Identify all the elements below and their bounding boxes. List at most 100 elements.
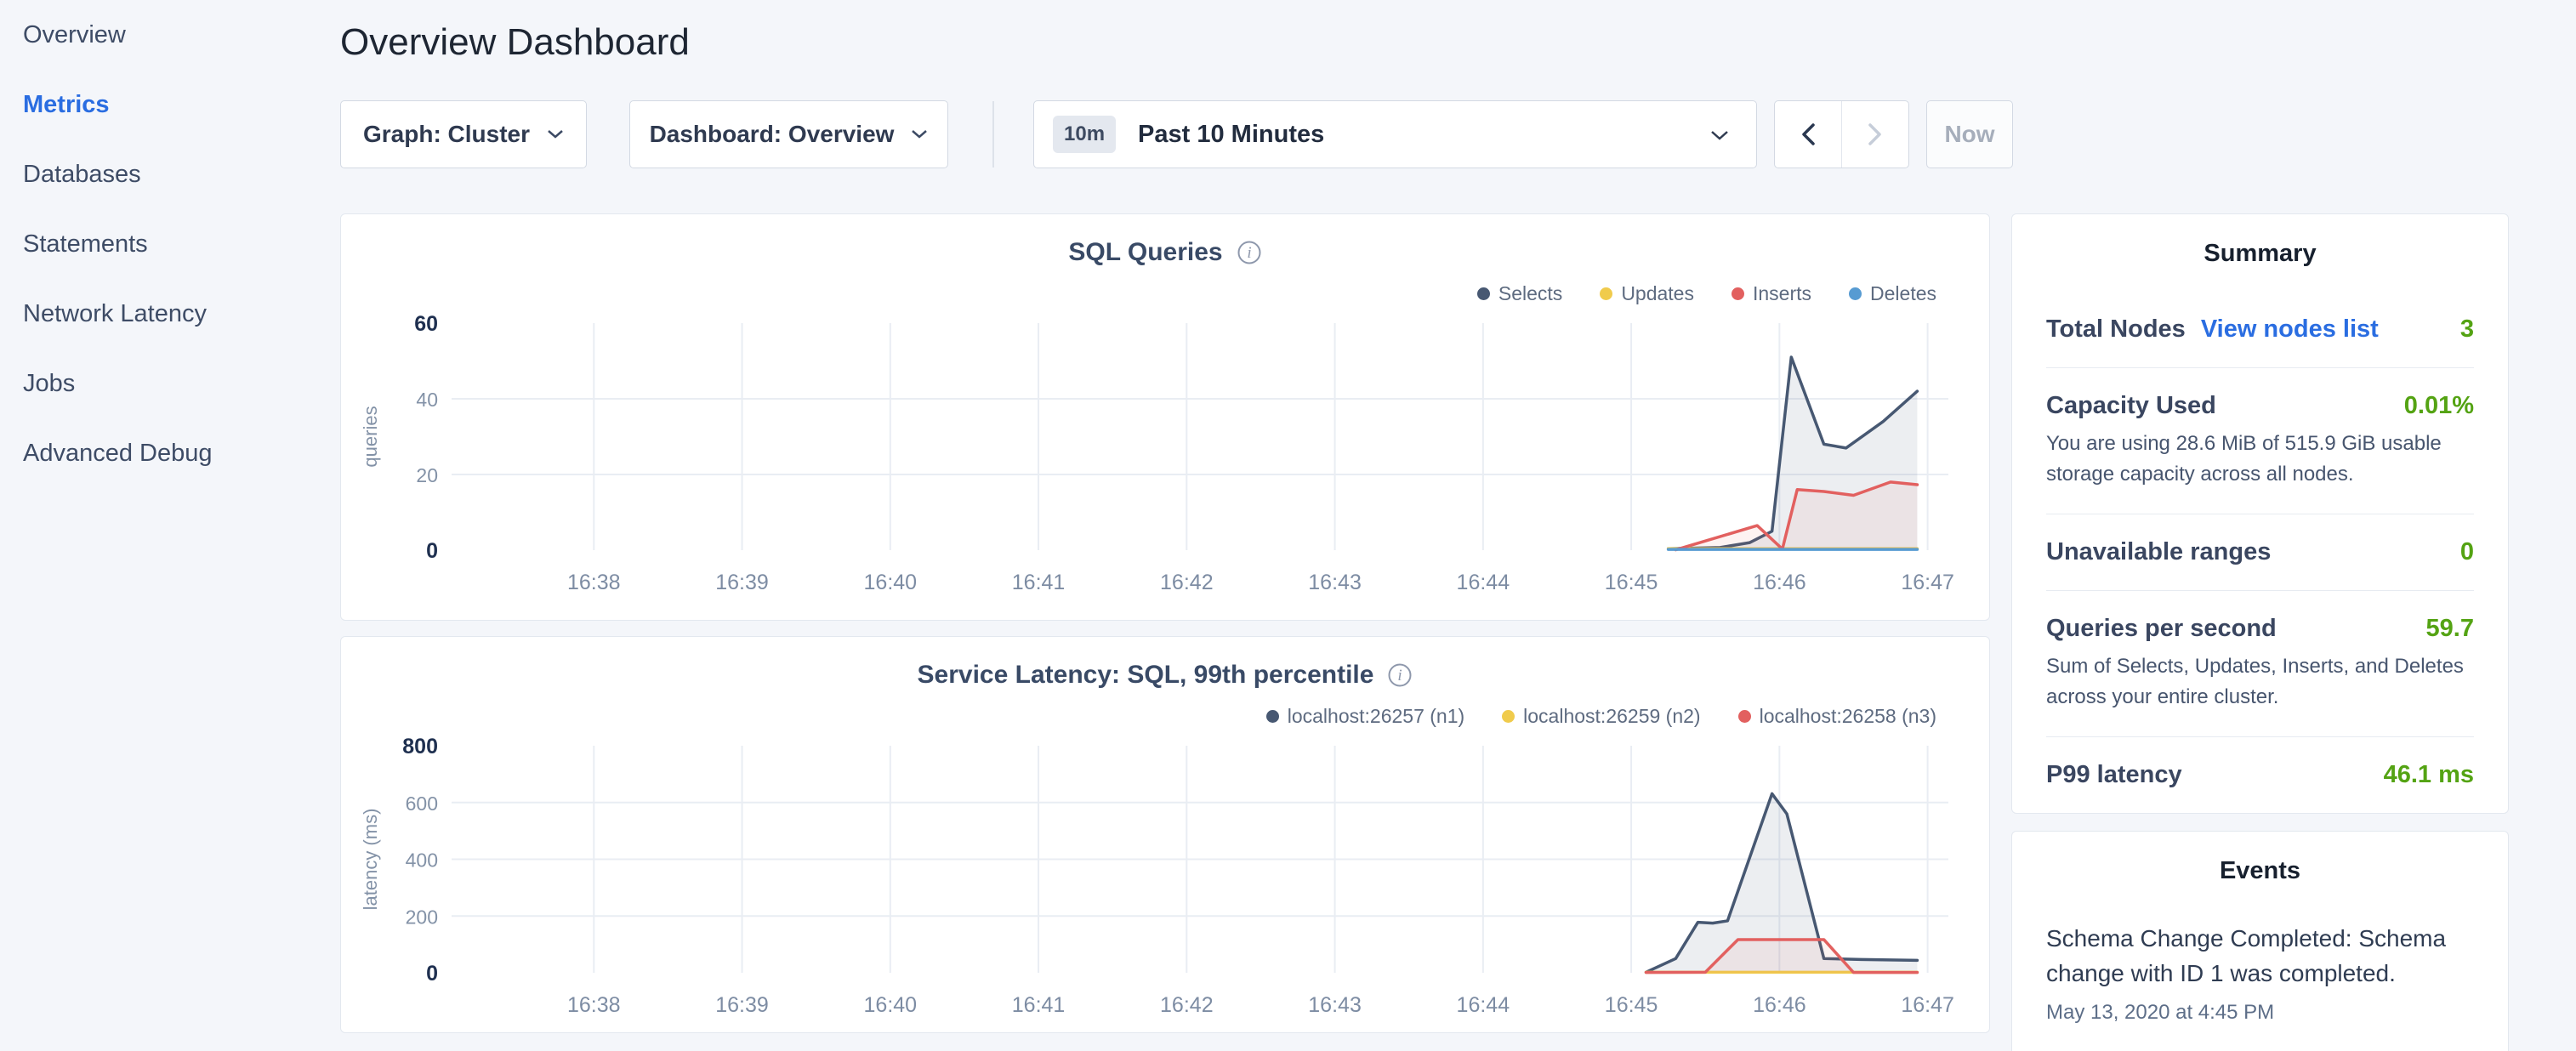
main-content: Overview Dashboard Graph: Cluster Dashbo… — [340, 0, 2576, 1051]
svg-text:16:40: 16:40 — [864, 993, 918, 1017]
svg-text:16:39: 16:39 — [715, 571, 769, 594]
sidebar-item-databases[interactable]: Databases — [23, 160, 141, 188]
chevron-down-icon — [548, 130, 563, 139]
svg-text:queries: queries — [360, 406, 381, 467]
events-title: Events — [2219, 857, 2301, 884]
summary-rows: Total Nodes View nodes list 3 Capacity U… — [2046, 292, 2474, 813]
svg-text:16:38: 16:38 — [567, 571, 621, 594]
svg-text:16:44: 16:44 — [1457, 571, 1510, 594]
summary-description: Sum of Selects, Updates, Inserts, and De… — [2046, 655, 2464, 708]
sql-queries-chart[interactable]: 16:38 16:39 16:40 16:41 16:42 16:43 16:44 16:45… — [341, 213, 1991, 620]
service-latency-card: Service Latency: SQL, 99th percentile i … — [340, 636, 1990, 1033]
svg-text:16:41: 16:41 — [1012, 993, 1066, 1017]
event-text: Schema Change Completed: Schema change w… — [2046, 925, 2447, 986]
summary-row-unavailable-ranges: Unavailable ranges 0 — [2046, 514, 2474, 590]
sidebar-item-jobs[interactable]: Jobs — [23, 369, 76, 397]
legend-dot-icon — [1737, 710, 1751, 723]
svg-text:0: 0 — [426, 539, 438, 563]
svg-text:16:43: 16:43 — [1308, 993, 1362, 1017]
time-range-dropdown[interactable]: 10m Past 10 Minutes — [1033, 100, 1757, 168]
service-latency-header: Service Latency: SQL, 99th percentile i — [341, 661, 1989, 690]
summary-row-p99-latency: P99 latency 46.1 ms — [2046, 736, 2474, 813]
content-row: SQL Queries i Selects Updates Inserts Delet… — [340, 213, 2576, 1051]
legend-item: localhost:26259 (n2) — [1502, 705, 1701, 728]
info-icon[interactable]: i — [1387, 662, 1413, 688]
svg-text:i: i — [1398, 667, 1402, 685]
charts-column: SQL Queries i Selects Updates Inserts Delet… — [340, 213, 1990, 1033]
legend-dot-icon — [1265, 710, 1279, 723]
toolbar-divider — [992, 101, 994, 168]
sidebar-item-network-latency[interactable]: Network Latency — [23, 299, 207, 327]
svg-text:i: i — [1247, 244, 1251, 262]
legend-item: Deletes — [1849, 282, 1936, 305]
svg-text:16:40: 16:40 — [864, 571, 918, 594]
summary-label: P99 latency — [2046, 761, 2182, 788]
svg-text:60: 60 — [414, 312, 438, 336]
time-range-badge: 10m — [1053, 116, 1117, 153]
event-timestamp: May 13, 2020 at 4:45 PM — [2046, 1001, 2275, 1024]
right-column: Summary Total Nodes View nodes list 3 C — [2011, 213, 2509, 1051]
chevron-right-icon — [1868, 123, 1881, 145]
legend-dot-icon — [1600, 287, 1613, 300]
sql-queries-header: SQL Queries i — [341, 238, 1989, 267]
legend-dot-icon — [1849, 287, 1862, 300]
legend-dot-icon — [1476, 287, 1490, 300]
svg-text:16:39: 16:39 — [715, 993, 769, 1017]
summary-value: 0.01% — [2403, 392, 2474, 419]
svg-text:800: 800 — [402, 735, 438, 758]
summary-label: Unavailable ranges — [2046, 538, 2272, 565]
svg-text:16:46: 16:46 — [1753, 571, 1806, 594]
svg-text:16:46: 16:46 — [1753, 993, 1806, 1017]
sidebar-item-statements[interactable]: Statements — [23, 230, 148, 258]
chevron-down-icon — [1711, 131, 1728, 140]
prev-time-button[interactable] — [1775, 101, 1841, 168]
chart-title: Service Latency: SQL, 99th percentile — [917, 661, 1374, 689]
dashboard-dropdown-label: Dashboard: Overview — [649, 121, 895, 147]
legend-label: localhost:26257 (n1) — [1287, 705, 1465, 727]
svg-text:400: 400 — [406, 849, 438, 872]
legend-label: localhost:26259 (n2) — [1523, 705, 1701, 727]
svg-text:16:42: 16:42 — [1160, 571, 1214, 594]
sidebar-item-overview[interactable]: Overview — [23, 20, 126, 48]
summary-row-capacity-used: Capacity Used 0.01% You are using 28.6 M… — [2046, 367, 2474, 514]
svg-text:200: 200 — [406, 906, 438, 928]
svg-text:latency (ms): latency (ms) — [360, 809, 381, 911]
legend-label: Selects — [1498, 282, 1563, 304]
info-icon[interactable]: i — [1237, 240, 1262, 265]
svg-text:40: 40 — [416, 389, 438, 411]
page-title: Overview Dashboard — [340, 21, 690, 63]
legend-label: Deletes — [1870, 282, 1936, 304]
summary-label: Total Nodes — [2046, 315, 2186, 343]
service-latency-chart[interactable]: 16:38 16:39 16:40 16:41 16:42 16:43 16:44 16:45… — [341, 635, 1991, 1032]
svg-text:600: 600 — [406, 793, 438, 815]
time-pager — [1774, 100, 1909, 168]
svg-text:16:43: 16:43 — [1308, 571, 1362, 594]
view-nodes-list-link[interactable]: View nodes list — [2200, 315, 2379, 343]
legend-label: Updates — [1621, 282, 1694, 304]
legend-item: Selects — [1476, 282, 1563, 305]
time-range-label: Past 10 Minutes — [1138, 120, 1325, 148]
chart-legend: localhost:26257 (n1) localhost:26259 (n2)… — [1265, 705, 1936, 728]
chart-legend: Selects Updates Inserts Deletes — [1476, 282, 1936, 305]
now-button[interactable]: Now — [1926, 100, 2013, 168]
legend-label: Inserts — [1752, 282, 1812, 304]
graph-dropdown[interactable]: Graph: Cluster — [340, 100, 587, 168]
graph-dropdown-label: Graph: Cluster — [362, 121, 531, 147]
svg-text:16:45: 16:45 — [1605, 571, 1658, 594]
legend-dot-icon — [1731, 287, 1744, 300]
toolbar: Graph: Cluster Dashboard: Overview 10m P… — [340, 100, 2576, 168]
sql-queries-card: SQL Queries i Selects Updates Inserts Delet… — [340, 213, 1990, 621]
sidebar-item-advanced-debug[interactable]: Advanced Debug — [23, 439, 213, 467]
summary-title: Summary — [2204, 240, 2317, 267]
summary-value: 46.1 ms — [2383, 761, 2474, 788]
summary-panel: Summary Total Nodes View nodes list 3 C — [2011, 213, 2509, 814]
legend-item: localhost:26258 (n3) — [1737, 705, 1936, 728]
next-time-button[interactable] — [1841, 101, 1908, 168]
svg-text:0: 0 — [426, 962, 438, 986]
summary-row-queries-per-second: Queries per second 59.7 Sum of Selects, … — [2046, 590, 2474, 736]
dashboard-dropdown[interactable]: Dashboard: Overview — [629, 100, 948, 168]
summary-row-total-nodes: Total Nodes View nodes list 3 — [2046, 292, 2474, 367]
sidebar-item-metrics[interactable]: Metrics — [23, 90, 110, 118]
legend-item: Inserts — [1731, 282, 1812, 305]
